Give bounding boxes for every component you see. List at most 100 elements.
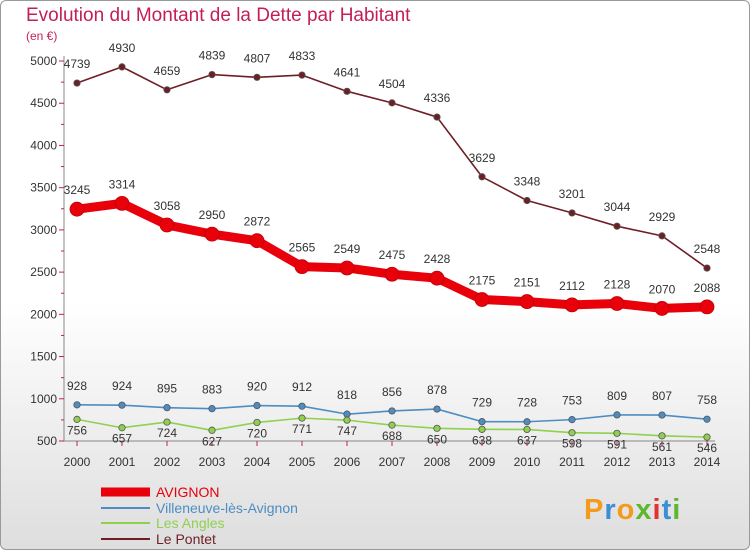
data-label: 598 bbox=[562, 437, 582, 451]
data-point bbox=[73, 415, 81, 423]
data-label: 688 bbox=[382, 429, 402, 443]
data-point bbox=[433, 424, 441, 432]
data-point bbox=[339, 260, 355, 276]
data-label: 4930 bbox=[109, 41, 136, 55]
data-label: 591 bbox=[607, 437, 627, 451]
logo-letter: i bbox=[672, 494, 682, 526]
y-tick-label: 4000 bbox=[30, 138, 57, 152]
x-tick-label: 2007 bbox=[379, 455, 406, 469]
data-point bbox=[253, 418, 261, 427]
data-point bbox=[163, 418, 171, 426]
data-point bbox=[163, 86, 171, 94]
data-label: 4504 bbox=[379, 77, 406, 91]
data-label: 638 bbox=[472, 433, 492, 447]
data-label: 4839 bbox=[199, 49, 226, 63]
data-label: 753 bbox=[562, 394, 582, 408]
x-tick-label: 2011 bbox=[559, 455, 585, 469]
data-label: 807 bbox=[652, 389, 672, 403]
data-label: 924 bbox=[112, 379, 132, 393]
data-point bbox=[388, 421, 396, 429]
data-point bbox=[388, 407, 396, 415]
data-point bbox=[343, 416, 351, 424]
y-tick-label: 1500 bbox=[30, 350, 57, 364]
data-point bbox=[294, 259, 310, 275]
data-point bbox=[118, 424, 126, 432]
data-point bbox=[433, 405, 441, 413]
data-point bbox=[429, 270, 445, 286]
data-label: 809 bbox=[607, 389, 627, 403]
data-label: 561 bbox=[652, 440, 672, 454]
data-label: 724 bbox=[157, 426, 177, 440]
data-point bbox=[703, 264, 711, 272]
data-point bbox=[478, 418, 486, 426]
data-point bbox=[568, 209, 576, 217]
logo-letter: x bbox=[635, 494, 653, 526]
data-label: 2428 bbox=[424, 252, 451, 266]
data-point bbox=[73, 79, 81, 87]
data-label: 4739 bbox=[64, 57, 91, 71]
data-point bbox=[478, 173, 486, 181]
data-point bbox=[298, 414, 306, 422]
data-label: 650 bbox=[427, 432, 447, 446]
data-label: 895 bbox=[157, 382, 177, 396]
data-point bbox=[568, 416, 576, 424]
x-tick-label: 2001 bbox=[109, 455, 136, 469]
data-label: 771 bbox=[292, 422, 312, 436]
y-tick-label: 4500 bbox=[30, 96, 57, 110]
data-label: 627 bbox=[202, 434, 222, 448]
data-point bbox=[253, 401, 261, 410]
y-tick-label: 5000 bbox=[30, 54, 57, 68]
data-point bbox=[73, 401, 81, 409]
data-point bbox=[163, 404, 171, 412]
data-label: 546 bbox=[697, 441, 717, 455]
data-point bbox=[253, 73, 261, 81]
data-point bbox=[204, 226, 220, 242]
data-label: 4336 bbox=[424, 91, 451, 105]
y-tick-label: 3000 bbox=[30, 223, 57, 237]
data-label: 4659 bbox=[154, 64, 181, 78]
x-tick-label: 2004 bbox=[244, 455, 271, 469]
data-label: 3245 bbox=[64, 183, 91, 197]
data-label: 2872 bbox=[244, 215, 271, 229]
data-label: 3629 bbox=[469, 151, 496, 165]
data-point bbox=[298, 402, 306, 410]
logo-letter: t bbox=[661, 494, 673, 526]
data-label: 4641 bbox=[334, 65, 361, 79]
proxiti-logo: Proxiti bbox=[584, 494, 681, 527]
x-tick-label: 2000 bbox=[64, 455, 91, 469]
data-label: 756 bbox=[67, 423, 87, 437]
data-point bbox=[658, 432, 666, 440]
data-point bbox=[433, 113, 441, 121]
data-point bbox=[208, 70, 216, 79]
data-label: 2475 bbox=[379, 248, 406, 262]
data-label: 2929 bbox=[649, 210, 676, 224]
data-label: 2070 bbox=[649, 282, 676, 296]
y-tick-label: 2000 bbox=[30, 307, 57, 321]
chart-unit-label: (en €) bbox=[26, 29, 58, 43]
data-point bbox=[564, 297, 580, 313]
series-line-3 bbox=[76, 66, 708, 269]
data-point bbox=[114, 195, 130, 211]
x-tick-label: 2014 bbox=[694, 455, 721, 469]
data-label: 637 bbox=[517, 433, 537, 447]
data-point bbox=[613, 429, 621, 437]
x-tick-label: 2006 bbox=[334, 455, 361, 469]
data-point bbox=[523, 425, 531, 434]
data-label: 2128 bbox=[604, 278, 631, 292]
data-point bbox=[208, 405, 216, 413]
data-label: 2549 bbox=[334, 242, 361, 256]
data-point bbox=[384, 266, 400, 282]
x-tick-label: 2010 bbox=[514, 455, 541, 469]
data-point bbox=[159, 217, 175, 233]
data-point bbox=[699, 299, 715, 315]
data-label: 3348 bbox=[514, 175, 541, 189]
y-tick-label: 3500 bbox=[30, 181, 57, 195]
x-tick-label: 2012 bbox=[604, 455, 631, 469]
data-label: 4833 bbox=[289, 49, 316, 63]
data-label: 3201 bbox=[559, 187, 586, 201]
data-label: 729 bbox=[472, 396, 492, 410]
data-label: 928 bbox=[67, 379, 87, 393]
data-point bbox=[523, 196, 531, 205]
data-label: 3314 bbox=[109, 177, 136, 191]
